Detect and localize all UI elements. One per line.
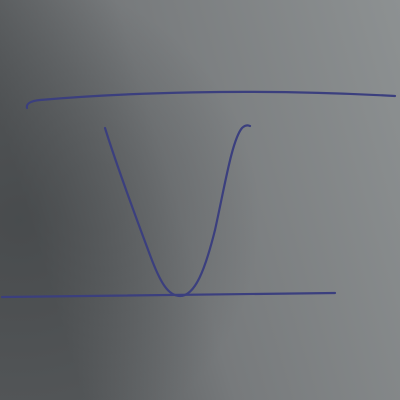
bottom-line (0, 291, 337, 299)
top-line (25, 90, 397, 110)
v-curve (103, 124, 252, 298)
